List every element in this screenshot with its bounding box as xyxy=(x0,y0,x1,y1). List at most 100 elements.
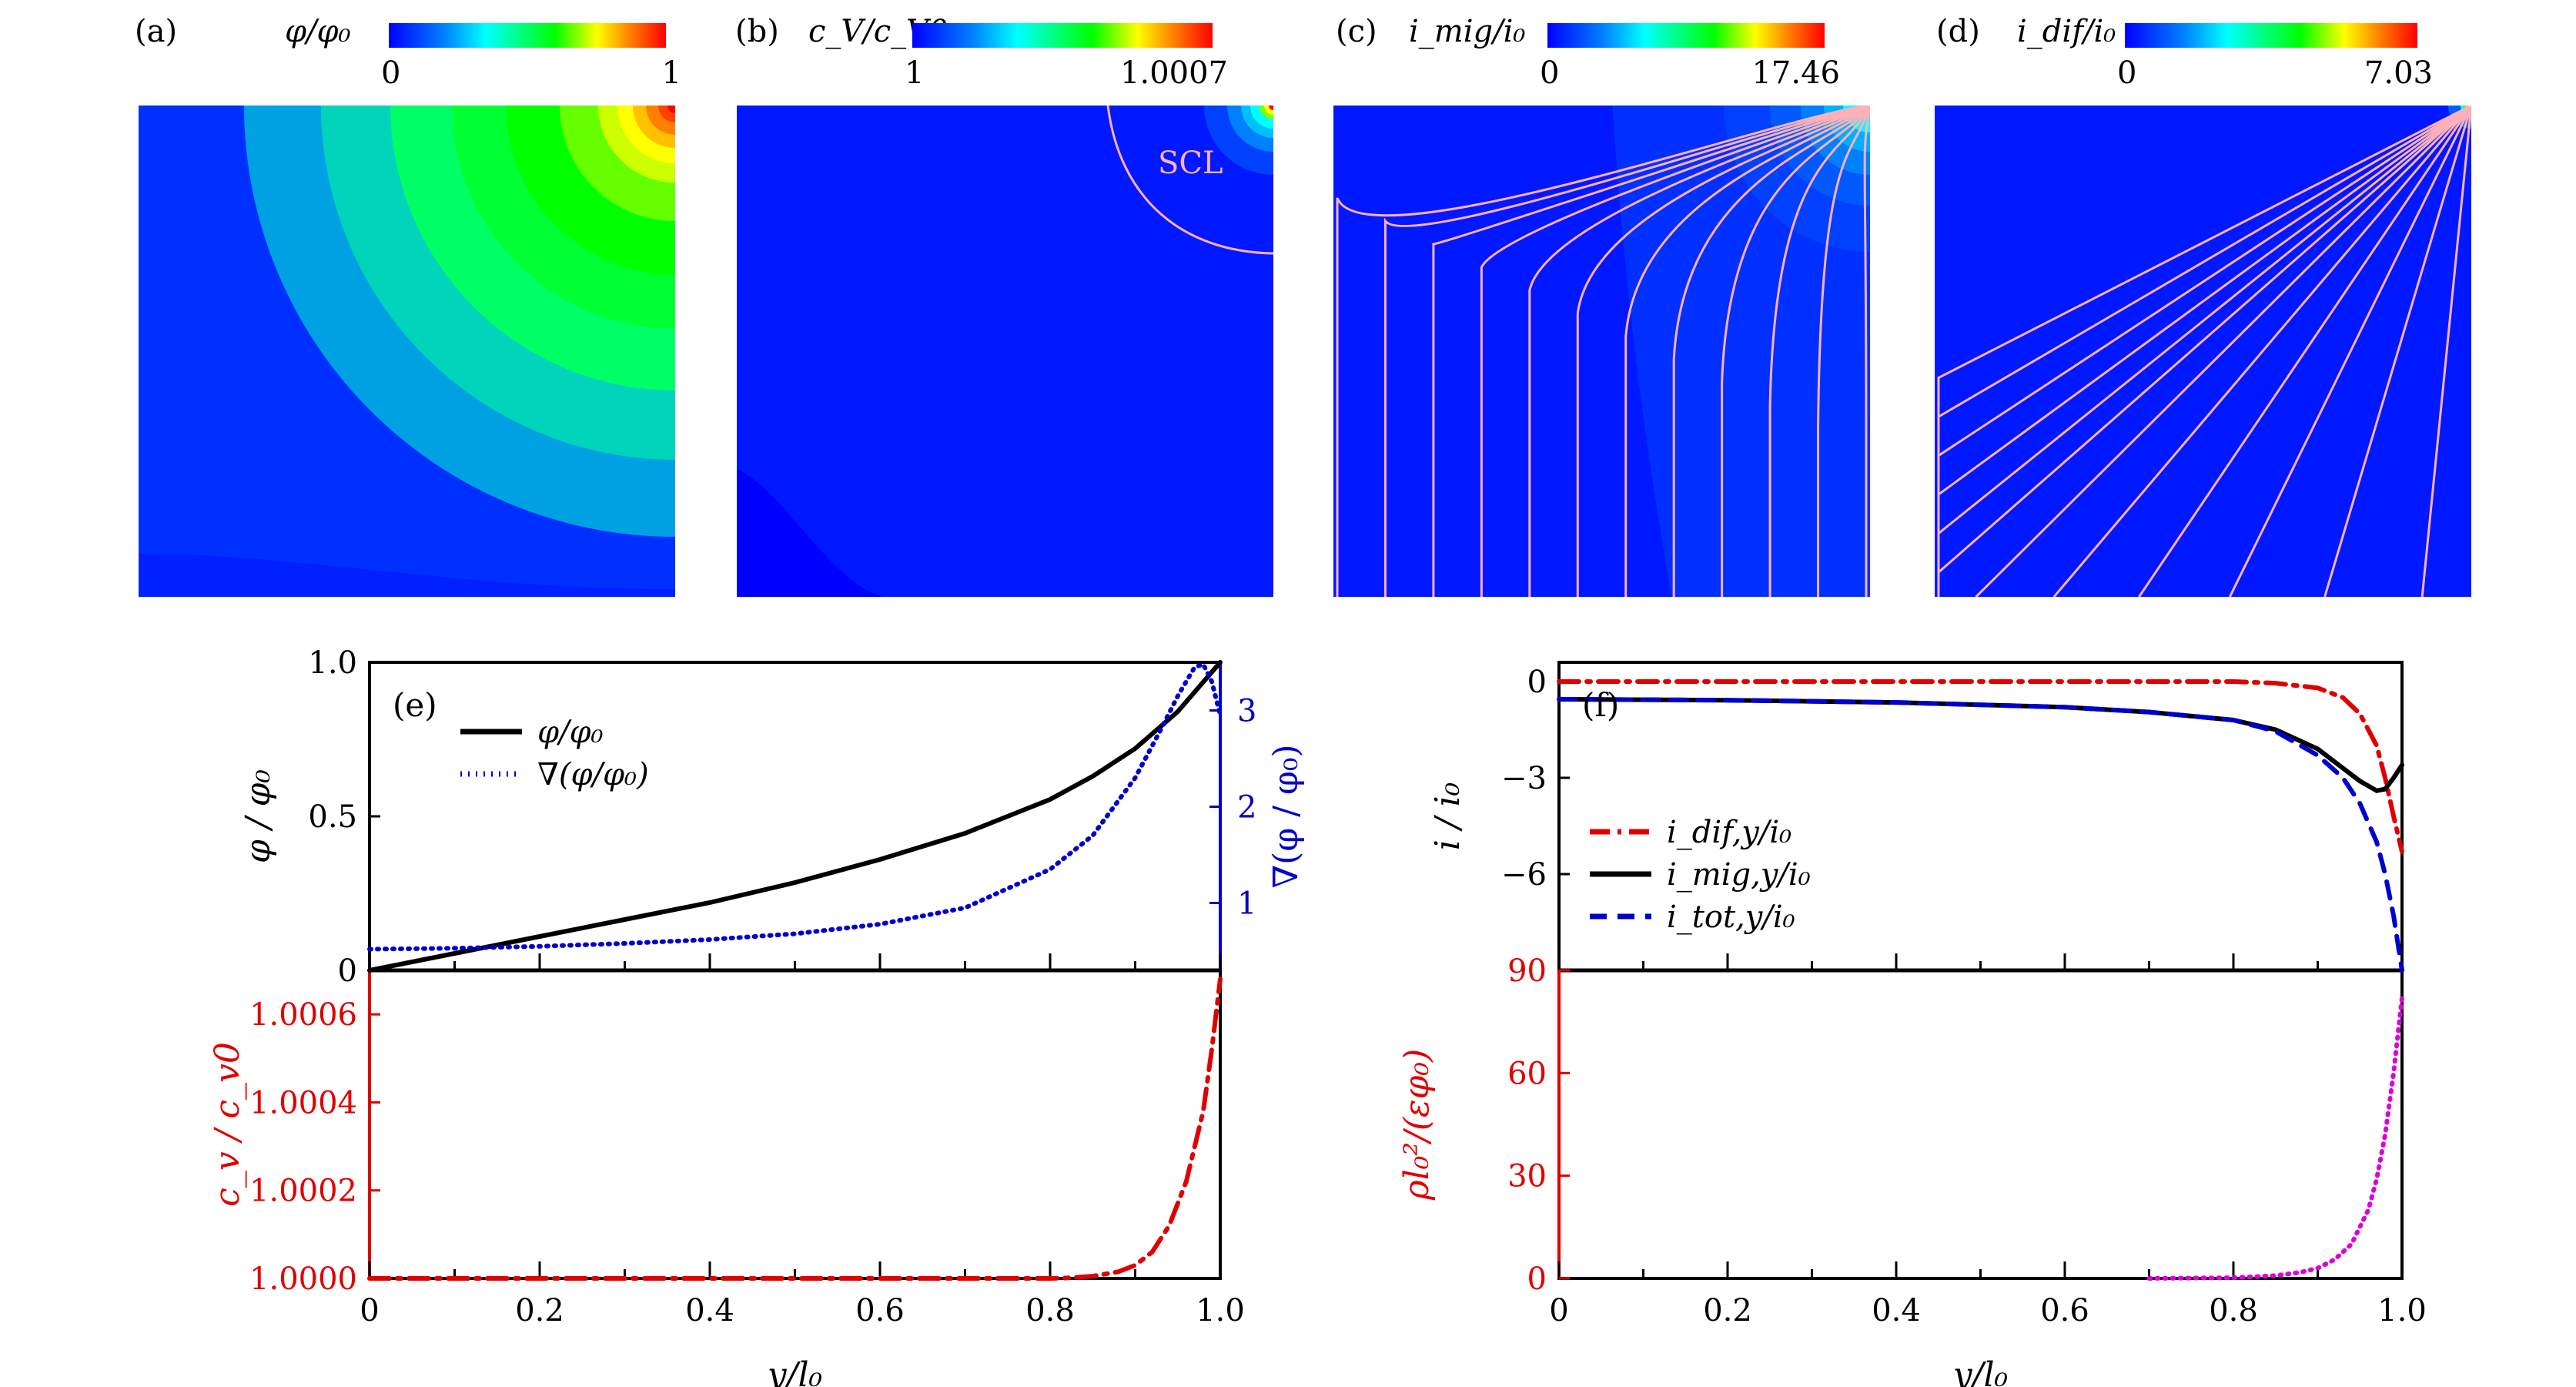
legend: φ/φ₀ ∇(φ/φ₀) xyxy=(460,715,649,792)
panel-label: (c) xyxy=(1336,14,1377,49)
legend-label: i_mig,y/i₀ xyxy=(1667,857,1811,893)
x-tick-label: 0.4 xyxy=(685,1293,734,1328)
x-tick-label: 1.0 xyxy=(1196,1293,1245,1328)
colorbar-max-label: 1 xyxy=(661,55,681,91)
y-axis-label-bottom: ρl₀²/(εφ₀) xyxy=(1397,1049,1437,1201)
streamline xyxy=(1863,106,1870,597)
y-tick-label: 0 xyxy=(1527,1261,1547,1297)
plot-e: 0 0.2 0.4 0.6 0.8 1.0 y/l₀ 0 0.5 1.0 φ / φ₀ 1 2 3 ∇(φ … xyxy=(208,645,1306,1387)
x-tick-label: 0.8 xyxy=(1025,1293,1075,1328)
streamline xyxy=(1721,106,1870,597)
series-line-itotyi xyxy=(1557,696,2404,973)
y-axis-label-right: ∇(φ / φ₀) xyxy=(1266,744,1306,888)
x-tick-label: 0 xyxy=(360,1293,379,1328)
y-tick-label: 0.5 xyxy=(308,799,357,835)
streamline xyxy=(1624,106,1870,597)
series-line-idifyi xyxy=(1557,679,2404,854)
x-axis-label: y/l₀ xyxy=(1952,1355,2009,1387)
y-tick-label: 30 xyxy=(1507,1159,1547,1194)
y-tick-label: −6 xyxy=(1501,857,1547,893)
x-tick-label: 0.6 xyxy=(2040,1293,2089,1328)
y-axis-label-top: i / i₀ xyxy=(1428,782,1467,850)
x-tick-label: 0.4 xyxy=(1872,1293,1921,1328)
legend-label: i_dif,y/i₀ xyxy=(1667,815,1791,850)
colorbar-max-label: 1.0007 xyxy=(1120,55,1228,91)
colorbar-max-label: 17.46 xyxy=(1751,55,1840,91)
y-tick-label: 1.0 xyxy=(308,645,357,681)
colorbar-max-label: 7.03 xyxy=(2364,55,2433,91)
colormap-panel-d xyxy=(1935,106,2471,597)
series-line-imigyi xyxy=(1557,696,2404,793)
streamline xyxy=(1975,106,2471,597)
colorbar-min-label: 0 xyxy=(2117,55,2137,91)
y-tick-label: 0 xyxy=(338,953,357,989)
colorbar-title: i_dif/i₀ xyxy=(2017,14,2116,49)
right-y-tick-label: 1 xyxy=(1237,886,1256,922)
legend-label: i_tot,y/i₀ xyxy=(1667,900,1795,935)
colorbar-min-label: 0 xyxy=(381,55,401,91)
y-tick-label: 1.0002 xyxy=(249,1174,357,1209)
right-y-tick-label: 2 xyxy=(1237,790,1256,826)
x-tick-label: 0.2 xyxy=(515,1293,564,1328)
streamline xyxy=(1817,106,1870,597)
streamline xyxy=(1576,106,1870,597)
colorbar xyxy=(1547,23,1825,48)
y-tick-label: 1.0006 xyxy=(249,997,357,1033)
legend-label: ∇(φ/φ₀) xyxy=(537,757,649,792)
streamline xyxy=(2420,106,2471,597)
y-axis-label-top: φ / φ₀ xyxy=(239,769,278,863)
colorbar-title: φ/φ₀ xyxy=(285,14,351,49)
x-axis-label: y/l₀ xyxy=(766,1355,823,1387)
streamline xyxy=(1937,106,2471,597)
streamline xyxy=(1432,106,1870,597)
streamline xyxy=(1672,106,1870,597)
streamline xyxy=(1528,106,1870,597)
series-line-l xyxy=(2146,995,2404,1281)
series-line-cvcv xyxy=(367,977,1223,1281)
right-y-tick-label: 3 xyxy=(1237,694,1256,729)
streamline xyxy=(1768,106,1870,597)
streamline xyxy=(2052,106,2471,597)
y-tick-label: 90 xyxy=(1507,953,1547,989)
contour-ring xyxy=(667,106,675,113)
contour-ring xyxy=(1269,106,1273,110)
panel-label: (b) xyxy=(735,14,779,49)
series-line- xyxy=(367,661,1223,952)
scl-boundary xyxy=(1106,106,1273,255)
x-tick-label: 0.8 xyxy=(2209,1293,2258,1328)
streamline xyxy=(1383,106,1870,597)
legend-label: φ/φ₀ xyxy=(537,715,604,750)
streamline xyxy=(2138,106,2471,597)
colorbar-min-label: 1 xyxy=(905,55,925,91)
panel-label: (e) xyxy=(393,686,437,724)
streamline xyxy=(2228,106,2471,597)
x-tick-label: 0 xyxy=(1549,1293,1568,1328)
colorbar xyxy=(912,23,1213,48)
panel-label: (d) xyxy=(1936,14,1980,49)
legend: i_dif,y/i₀ i_mig,y/i₀ i_tot,y/i₀ xyxy=(1590,815,1811,935)
y-tick-label: 60 xyxy=(1507,1056,1547,1091)
colorbar-min-label: 0 xyxy=(1540,55,1560,91)
colorbar xyxy=(2125,23,2417,48)
y-tick-label: 1.0000 xyxy=(249,1261,357,1297)
y-tick-label: 0 xyxy=(1527,665,1547,700)
x-tick-label: 1.0 xyxy=(2377,1293,2427,1328)
panel-label: (a) xyxy=(135,14,178,49)
colormap-panel-b: SCL xyxy=(737,106,1273,597)
series-line- xyxy=(367,660,1223,973)
streamline xyxy=(1336,106,1870,597)
panel-label: (f) xyxy=(1582,686,1619,724)
colormap-panel-a xyxy=(139,106,675,597)
x-tick-label: 0.6 xyxy=(855,1293,905,1328)
streamline xyxy=(2323,106,2471,597)
y-tick-label: −3 xyxy=(1501,761,1547,796)
colormap-panel-c xyxy=(1333,106,1870,597)
colorbar-title: i_mig/i₀ xyxy=(1409,14,1526,49)
x-tick-label: 0.2 xyxy=(1703,1293,1752,1328)
colorbar xyxy=(389,23,666,48)
streamline xyxy=(1480,106,1870,597)
y-tick-label: 1.0004 xyxy=(249,1085,357,1121)
scl-label: SCL xyxy=(1158,146,1223,181)
plot-f: 0 0.2 0.4 0.6 0.8 1.0 y/l₀ 0 −3 −6 i / i₀ 0 30 60 90 ρl… xyxy=(1397,661,2427,1387)
